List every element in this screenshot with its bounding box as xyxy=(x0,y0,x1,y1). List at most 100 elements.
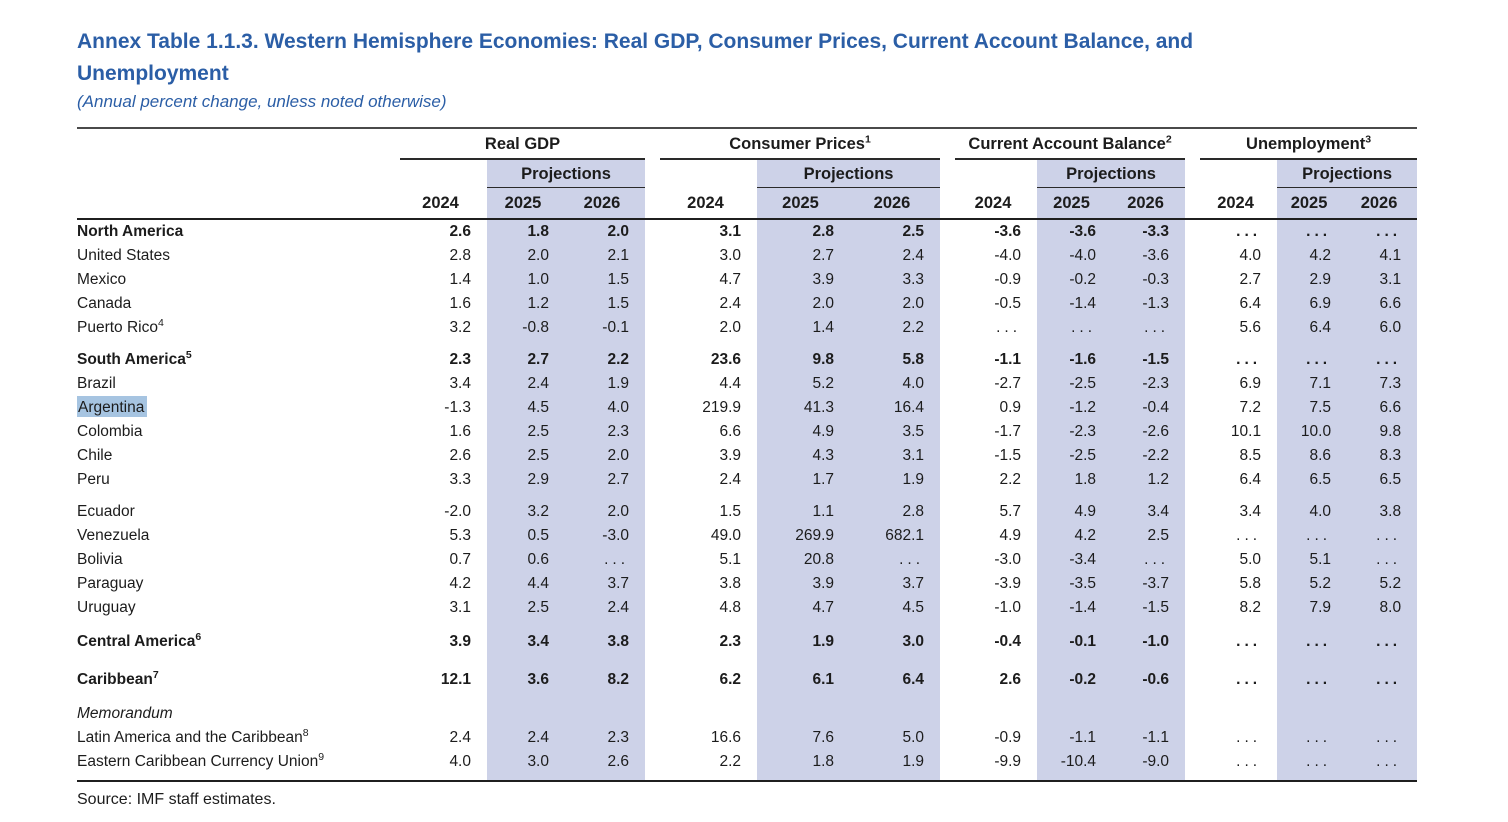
value-cell: 2.1 xyxy=(565,244,646,268)
value-cell xyxy=(1037,692,1113,726)
row-label: North America xyxy=(77,223,184,240)
table-row: Memorandum xyxy=(77,692,1418,726)
row-label: Colombia xyxy=(77,423,143,440)
column-gap xyxy=(1185,654,1200,692)
column-gap xyxy=(1185,340,1200,372)
table-title: Annex Table 1.1.3. Western Hemisphere Ec… xyxy=(77,30,1194,85)
value-cell: 8.3 xyxy=(1347,444,1418,468)
year-header: 2024 xyxy=(660,187,758,220)
value-cell: 3.0 xyxy=(850,620,941,654)
column-gap xyxy=(645,219,660,244)
footnote-marker: 6 xyxy=(195,630,202,643)
column-gap xyxy=(940,244,955,268)
value-cell: ... xyxy=(1112,316,1186,340)
value-cell: 2.2 xyxy=(565,340,646,372)
year-header: 2025 xyxy=(487,187,565,220)
value-cell: 5.8 xyxy=(850,340,941,372)
value-cell: 6.4 xyxy=(1239,295,1262,312)
column-gap xyxy=(645,340,660,372)
header-years-row: 2024 2025 2026 2024 2025 2026 2024 2025 2026 2024… xyxy=(77,187,1418,220)
value-cell: 2.0 xyxy=(757,292,851,316)
column-gap xyxy=(645,292,660,316)
value-cell xyxy=(850,692,941,726)
value-cell: 3.6 xyxy=(487,654,565,692)
column-gap xyxy=(645,396,660,420)
column-gap xyxy=(1185,219,1200,244)
value-cell: 4.9 xyxy=(757,420,851,444)
year-spacer xyxy=(400,159,487,188)
value-cell: 5.6 xyxy=(1239,319,1262,336)
value-cell: 6.4 xyxy=(1277,316,1348,340)
year-header: 2026 xyxy=(850,187,941,220)
value-cell: ... xyxy=(1112,548,1186,572)
table-row: North America 2.6 1.8 2.0 3.1 2.8 2.5 -3.6 -3.6-… xyxy=(77,219,1418,244)
value-cell: 3.4 xyxy=(449,375,471,392)
column-gap xyxy=(1185,396,1200,420)
value-cell: 4.7 xyxy=(757,596,851,620)
row-label: Eastern Caribbean Currency Union9 xyxy=(77,750,400,782)
value-cell: ... xyxy=(1347,548,1418,572)
value-cell: 4.0 xyxy=(1239,247,1262,264)
row-label: Brazil xyxy=(77,375,116,392)
value-cell: 4.9 xyxy=(999,527,1022,544)
value-cell: -3.6 xyxy=(1037,219,1113,244)
column-gap xyxy=(940,444,955,468)
year-header: 2025 xyxy=(1037,187,1113,220)
value-cell: -9.0 xyxy=(1112,750,1186,782)
value-cell: 2.3 xyxy=(449,351,471,368)
column-gap xyxy=(645,492,660,524)
row-label: Uruguay xyxy=(77,599,136,616)
value-cell: 2.2 xyxy=(850,316,941,340)
projections-header: Projections xyxy=(757,159,941,188)
value-cell: 1.6 xyxy=(449,423,471,440)
table-row: Central America6 3.9 3.4 3.8 2.3 1.9 3.0 -0.4 -0… xyxy=(77,620,1418,654)
row-label: Venezuela xyxy=(77,527,150,544)
header-projections-row: Projections Projections Projections Project… xyxy=(77,159,1418,188)
group-header-unemployment: Unemployment3 xyxy=(1200,128,1418,160)
footnote-marker: 3 xyxy=(1365,133,1372,146)
value-cell: -3.3 xyxy=(1112,219,1186,244)
value-cell xyxy=(565,692,646,726)
value-cell: -1.0 xyxy=(1112,620,1186,654)
column-gap xyxy=(1185,620,1200,654)
value-cell: 16.6 xyxy=(710,729,742,746)
value-cell: 2.0 xyxy=(565,219,646,244)
value-cell: 3.8 xyxy=(719,575,742,592)
value-cell: 2.4 xyxy=(850,244,941,268)
value-cell xyxy=(1112,692,1186,726)
value-cell: 7.1 xyxy=(1277,372,1348,396)
table-row: Eastern Caribbean Currency Union9 4.0 3.0 2… xyxy=(77,750,1418,782)
value-cell xyxy=(757,692,851,726)
value-cell: 0.6 xyxy=(487,548,565,572)
value-cell xyxy=(487,692,565,726)
value-cell: 4.2 xyxy=(449,575,471,592)
value-cell: 9.8 xyxy=(757,340,851,372)
value-cell: 12.1 xyxy=(440,671,471,688)
value-cell: ... xyxy=(1347,726,1418,750)
value-cell: 2.5 xyxy=(1112,524,1186,548)
value-cell: 2.9 xyxy=(487,468,565,492)
column-gap xyxy=(940,654,955,692)
value-cell: -3.7 xyxy=(1112,572,1186,596)
value-cell: 5.8 xyxy=(1239,575,1262,592)
value-cell: 1.0 xyxy=(487,268,565,292)
value-cell: 6.9 xyxy=(1277,292,1348,316)
value-cell: ... xyxy=(1277,620,1348,654)
table-row: Uruguay 3.1 2.5 2.4 4.8 4.7 4.5 -1.0 -1.4 -1.5 8.2… xyxy=(77,596,1418,620)
value-cell: 2.0 xyxy=(850,292,941,316)
value-cell: 2.7 xyxy=(757,244,851,268)
year-header: 2024 xyxy=(400,187,487,220)
value-cell: -2.0 xyxy=(444,503,471,520)
value-cell: 3.7 xyxy=(565,572,646,596)
footnote-marker: 2 xyxy=(1165,133,1172,146)
value-cell: 1.9 xyxy=(850,750,941,782)
value-cell: -1.5 xyxy=(1112,340,1186,372)
value-cell: 1.1 xyxy=(757,492,851,524)
value-cell: 3.0 xyxy=(719,247,742,264)
value-cell: -0.5 xyxy=(994,295,1022,312)
value-cell: 3.4 xyxy=(1112,492,1186,524)
value-cell: ... xyxy=(1236,223,1262,240)
year-spacer xyxy=(1200,159,1277,188)
column-gap xyxy=(940,420,955,444)
column-gap xyxy=(645,316,660,340)
